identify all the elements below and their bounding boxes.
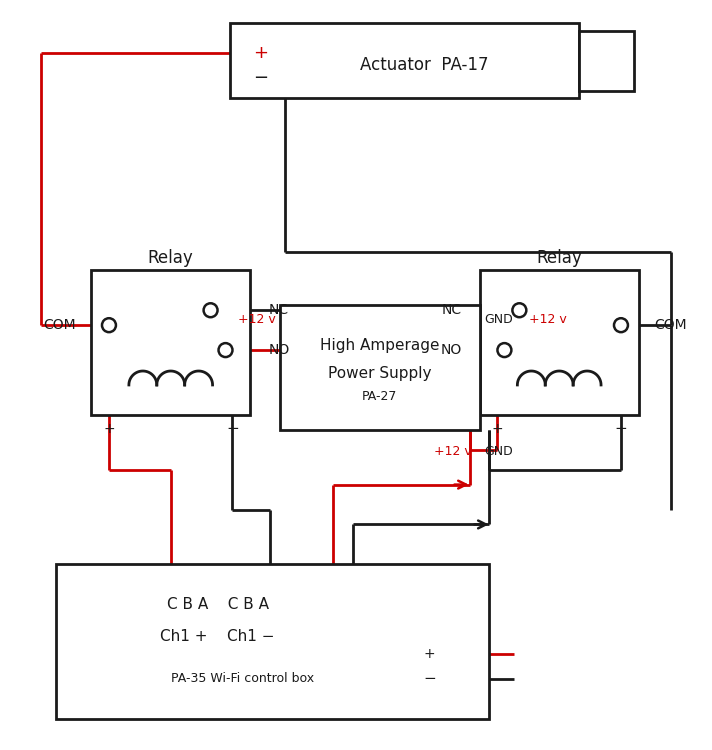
Text: Ch1 +    Ch1 −: Ch1 + Ch1 − [160,628,275,644]
Text: −: − [253,69,268,87]
Text: +: + [253,44,268,62]
Text: GND: GND [484,313,513,326]
Text: PA-27: PA-27 [362,391,397,404]
Text: −: − [614,422,627,436]
Bar [56,564,489,718]
Text: PA-35 Wi-Fi control box: PA-35 Wi-Fi control box [171,672,314,686]
Text: +12 v: +12 v [529,313,567,326]
Text: NC: NC [268,303,288,317]
Text: GND: GND [484,446,513,458]
Text: +12 v: +12 v [434,446,471,458]
Text: +12 v: +12 v [238,313,276,326]
Text: +: + [424,647,436,661]
Text: Relay: Relay [148,250,194,268]
Bar [281,305,479,430]
Text: High Amperage: High Amperage [320,338,439,352]
Text: COM: COM [43,318,75,332]
Text: NO: NO [440,343,461,357]
Text: +: + [103,422,115,436]
Bar [579,32,634,91]
Text: Actuator  PA-17: Actuator PA-17 [360,56,489,74]
Text: NC: NC [441,303,461,317]
Text: Power Supply: Power Supply [328,365,431,380]
Bar [231,23,579,98]
Text: COM: COM [654,318,687,332]
Text: C B A    C B A: C B A C B A [167,597,268,612]
Text: NO: NO [268,343,290,357]
Text: −: − [424,671,436,686]
Text: −: − [226,422,239,436]
Text: +: + [491,422,503,436]
Text: Relay: Relay [536,250,582,268]
Bar [479,271,639,415]
Bar [91,271,251,415]
